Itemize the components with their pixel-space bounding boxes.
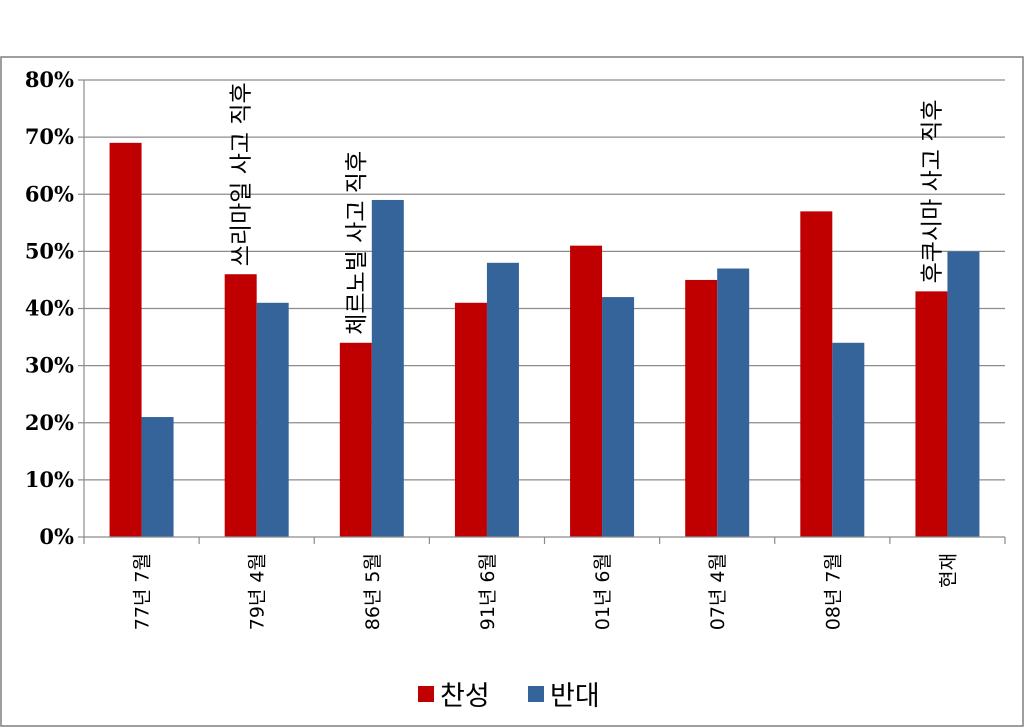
legend-swatch-찬성 [418, 686, 434, 702]
y-tick-label: 20% [25, 410, 74, 435]
bar-찬성-01년 6월 [570, 245, 603, 537]
legend-label-반대: 반대 [550, 681, 600, 712]
bar-찬성-08년 7월 [800, 211, 833, 537]
bar-반대-07년 4월 [717, 268, 750, 537]
legend: 찬성 반대 [418, 681, 600, 712]
tick-labels: 0% 10% 20% 30% 40% 50% 60% 70% 80% 77년 7월 79년 4월 86… [25, 67, 960, 630]
y-tick-label: 60% [25, 181, 74, 206]
annotation-label: 체르노빌 사고 직후 [344, 151, 370, 335]
y-tick-label: 40% [25, 296, 74, 321]
y-tick-label: 70% [25, 124, 74, 149]
axes [78, 79, 1006, 544]
y-tick-label: 10% [25, 467, 74, 492]
bar-찬성-79년 4월 [224, 274, 257, 537]
legend-swatch-반대 [528, 686, 544, 702]
bar-찬성-77년 7월 [109, 142, 142, 537]
y-tick-label: 50% [25, 238, 74, 263]
bar-반대-91년 6월 [486, 262, 519, 537]
x-tick-label: 08년 7월 [822, 553, 844, 630]
x-tick-label: 79년 4월 [247, 553, 269, 630]
bars [109, 142, 980, 537]
x-tick-label: 77년 7월 [132, 553, 154, 630]
legend-label-찬성: 찬성 [440, 681, 490, 712]
annotation-label: 후쿠시마 사고 직후 [919, 99, 945, 283]
x-tick-label: 91년 6월 [477, 553, 499, 630]
y-tick-label: 80% [25, 67, 74, 92]
bar-반대-01년 6월 [602, 297, 635, 537]
bar-반대-77년 7월 [141, 417, 174, 537]
bar-찬성-91년 6월 [454, 302, 487, 537]
bar-찬성-86년 5월 [339, 342, 372, 537]
bar-반대-79년 4월 [256, 302, 289, 537]
annotations: 쓰리마일 사고 직후 체르노빌 사고 직후 후쿠시마 사고 직후 [229, 82, 946, 334]
x-tick-label: 01년 6월 [592, 553, 614, 630]
bar-찬성-현재 [915, 291, 948, 537]
annotation-label: 쓰리마일 사고 직후 [229, 82, 255, 266]
x-tick-label: 현재 [937, 553, 959, 588]
y-tick-label: 30% [25, 353, 74, 378]
bar-찬성-07년 4월 [685, 279, 718, 537]
bar-반대-08년 7월 [832, 342, 865, 537]
bar-반대-86년 5월 [371, 199, 404, 537]
x-tick-label: 86년 5월 [362, 553, 384, 630]
x-tick-label: 07년 4월 [707, 553, 729, 630]
bar-반대-현재 [947, 251, 980, 537]
y-tick-label: 0% [39, 524, 74, 549]
